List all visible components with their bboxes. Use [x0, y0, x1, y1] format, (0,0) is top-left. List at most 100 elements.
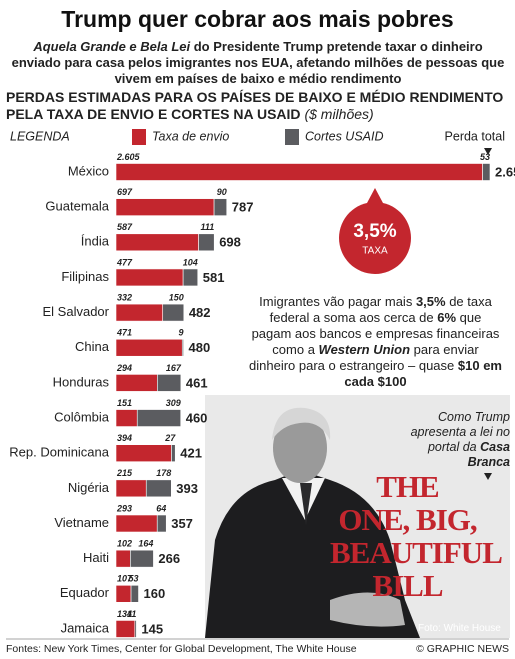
- bar-segment: [145, 479, 172, 498]
- value-label: 64: [156, 503, 166, 513]
- value-label: 167: [166, 363, 182, 373]
- bar-segment: [213, 198, 228, 216]
- value-label: 2.605: [116, 152, 141, 162]
- category-label: Colômbia: [54, 409, 110, 424]
- photo-note-text: Como Trump apresenta a lei no portal da: [410, 410, 510, 454]
- value-label: 90: [217, 187, 227, 197]
- value-label: 53: [480, 152, 490, 162]
- total-label: 482: [189, 305, 211, 320]
- subtitle: Aquela Grande e Bela Lei do Presidente T…: [8, 39, 508, 87]
- badge: [339, 202, 411, 274]
- value-label: 102: [117, 539, 132, 549]
- total-label: 461: [186, 375, 208, 390]
- note-arrow: [484, 473, 492, 480]
- bar-segment: [134, 620, 137, 638]
- bar-segment: [198, 233, 215, 252]
- legend-label: Taxa de envio: [152, 129, 229, 143]
- bar-segment: [156, 514, 167, 533]
- value-label: 215: [116, 468, 133, 478]
- category-label: Haiti: [83, 550, 109, 565]
- category-label: Vietname: [54, 515, 109, 530]
- value-label: 134: [117, 609, 132, 619]
- bar-segment: [182, 268, 199, 287]
- value-label: 107: [117, 574, 133, 584]
- photo-note-bold: Casa Branca: [467, 440, 510, 469]
- bar-segment: [136, 409, 182, 427]
- category-label: China: [75, 339, 110, 354]
- subtitle-text: do Presidente Trump pretende taxar o din…: [11, 39, 505, 86]
- category-label: Filipinas: [61, 269, 109, 284]
- annot-bold: 3,5%: [415, 294, 446, 309]
- value-label: 150: [169, 292, 184, 302]
- bar-segment: [115, 233, 199, 252]
- annot-bold: Western Union: [318, 342, 411, 357]
- bar-segment: [162, 303, 185, 322]
- bill-title: THE ONE, BIG, BEAUTIFUL BILL: [330, 469, 503, 603]
- legend-label: Cortes USAID: [305, 129, 384, 143]
- bar-segment: [115, 338, 183, 357]
- bar-segment: [130, 584, 139, 603]
- bill-line: THE: [376, 469, 439, 504]
- value-label: 27: [164, 433, 176, 443]
- photo-credit: Foto: White House: [418, 623, 501, 634]
- value-label: 151: [117, 398, 132, 408]
- total-arrow: [484, 148, 492, 155]
- total-label: 698: [219, 235, 241, 250]
- bar-segment: [115, 444, 172, 463]
- bar-segment: [115, 198, 215, 216]
- total-label: 160: [144, 586, 166, 601]
- badge-label: TAXA: [362, 246, 388, 257]
- category-label: Jamaica: [61, 620, 110, 635]
- photo-note: Como Trump apresenta a lei no portal da …: [395, 410, 510, 470]
- bar-segment: [115, 303, 164, 322]
- value-label: 53: [128, 574, 138, 584]
- face: [273, 413, 327, 483]
- value-label: 293: [116, 503, 132, 513]
- hair: [272, 407, 331, 440]
- total-label: 2.658: [495, 164, 515, 179]
- total-label: 393: [176, 481, 198, 496]
- bar-segment: [115, 549, 131, 568]
- annot-text: para enviar dinheiro para o estrangeiro …: [249, 342, 479, 373]
- category-label: México: [68, 163, 109, 178]
- bar-segment: [181, 338, 184, 357]
- value-label: 9: [179, 328, 184, 338]
- category-label: Equador: [60, 585, 110, 600]
- legend-title: LEGENDA: [10, 129, 70, 143]
- bar-segment: [482, 163, 491, 181]
- value-label: 294: [116, 363, 132, 373]
- bar-segment: [115, 479, 147, 498]
- bar-segment: [157, 374, 182, 392]
- total-label: 787: [232, 200, 254, 215]
- hands: [330, 592, 405, 627]
- heading: PERDAS ESTIMADAS PARA OS PAÍSES DE BAIXO…: [6, 89, 511, 123]
- bar-segment: [115, 514, 158, 533]
- total-label: 357: [171, 516, 193, 531]
- total-label: 266: [158, 551, 180, 566]
- annot-text: que pagam aos bancos e empresas financei…: [251, 310, 500, 357]
- bar-segment: [115, 620, 136, 638]
- title: Trump quer cobrar aos mais pobres: [61, 6, 454, 32]
- subtitle-em: Aquela Grande e Bela Lei: [33, 39, 191, 54]
- bill-line: ONE, BIG,: [338, 502, 477, 537]
- bar-segment: [130, 549, 154, 568]
- value-label: 332: [117, 292, 132, 302]
- category-label: Nigéria: [68, 480, 110, 495]
- bill-line: BILL: [372, 568, 443, 603]
- value-label: 104: [183, 257, 198, 267]
- category-label: Honduras: [53, 374, 110, 389]
- annot-bold: $10 em cada $100: [344, 358, 502, 389]
- bar-segment: [115, 584, 132, 603]
- value-label: 111: [201, 222, 215, 232]
- bar-segment: [115, 409, 138, 427]
- legend-total: Perda total: [445, 129, 505, 143]
- legend-swatch: [285, 129, 299, 145]
- total-label: 460: [186, 410, 208, 425]
- unit: ($ milhões): [304, 106, 374, 122]
- bill-line: BEAUTIFUL: [330, 535, 503, 570]
- heading-text: PERDAS ESTIMADAS PARA OS PAÍSES DE BAIXO…: [6, 89, 504, 122]
- copyright: © GRAPHIC NEWS: [416, 643, 509, 655]
- badge-pointer: [367, 188, 383, 203]
